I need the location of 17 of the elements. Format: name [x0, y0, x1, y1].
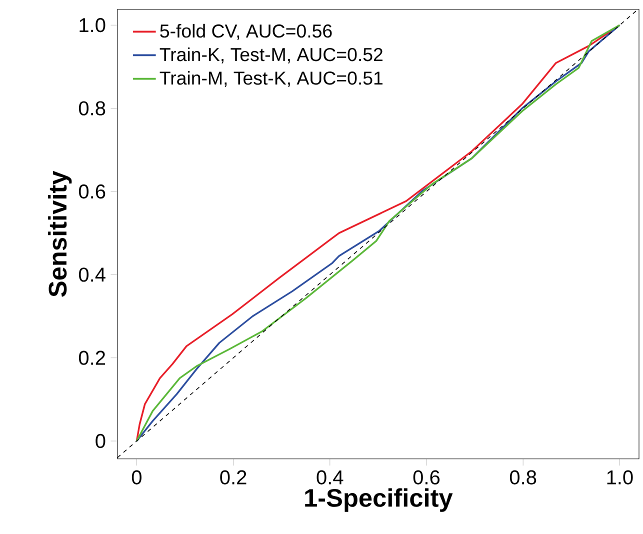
y-axis-title: Sensitivity — [48, 171, 72, 297]
x-tick-label: 0.6 — [413, 470, 440, 485]
x-tick-label: 0.8 — [510, 470, 536, 485]
x-axis-title: 1-Specificity — [305, 488, 453, 512]
y-tick-label: 1.0 — [80, 18, 106, 32]
legend-label: Train-M, Test-K, AUC=0.51 — [160, 71, 382, 88]
y-tick-label: 0.6 — [78, 184, 106, 199]
x-tick-label: 0 — [132, 470, 142, 485]
y-tick-label: 0.8 — [78, 101, 106, 116]
y-tick-label: 0 — [96, 434, 106, 448]
x-tick-label: 0.4 — [316, 470, 344, 485]
legend-label: 5-fold CV, AUC=0.56 — [160, 24, 332, 40]
x-tick-label: 0.2 — [220, 470, 246, 485]
legend-label: Train-K, Test-M, AUC=0.52 — [160, 48, 382, 64]
y-tick-label: 0.4 — [78, 268, 106, 282]
x-tick-label: 1.0 — [607, 470, 633, 485]
y-tick-label: 0.2 — [78, 350, 106, 366]
